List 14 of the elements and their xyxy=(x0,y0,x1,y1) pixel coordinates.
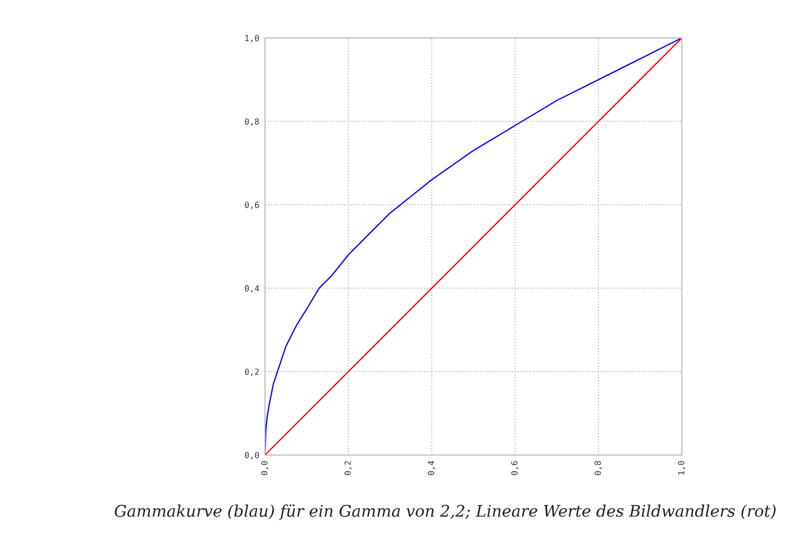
y-tick-label: 1,0 xyxy=(245,34,259,42)
y-tick-label: 0,2 xyxy=(244,368,259,376)
y-tick-label: 0,0 xyxy=(244,452,259,460)
x-tick-label: 0,8 xyxy=(594,461,602,476)
x-tick-label: 0,6 xyxy=(511,461,519,476)
line-series xyxy=(264,38,682,456)
y-tick-label: 0,8 xyxy=(244,118,259,126)
x-tick-label: 1,0 xyxy=(678,461,686,475)
x-tick-label: 0,2 xyxy=(344,461,352,476)
y-tick-label: 0,6 xyxy=(244,202,259,210)
text: Gammakurve (blau) für ein Gamma von 2,2; Lineare Werte des Bildwandlers (rot) xyxy=(114,504,776,520)
x-tick-label: 0,0 xyxy=(261,461,268,476)
y-tick-label: 0,4 xyxy=(244,285,260,293)
x-tick-label: 0,4 xyxy=(428,460,436,476)
